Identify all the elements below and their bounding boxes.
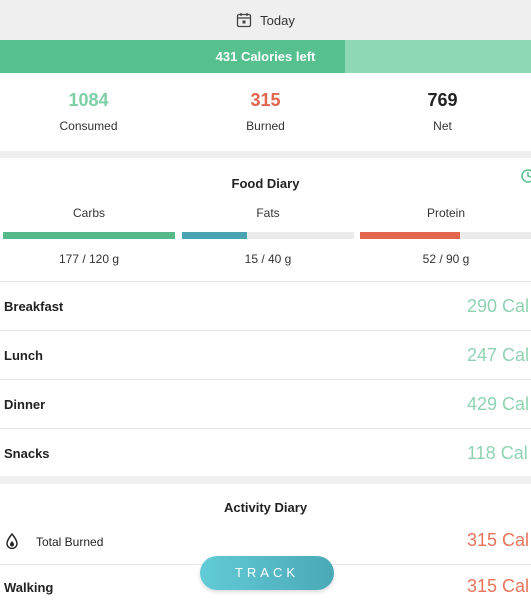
meal-calories: 247 Cal [467, 344, 530, 365]
macro-track [360, 232, 531, 239]
macro-protein: Protein 52 / 90 g [360, 204, 531, 290]
meal-calories: 118 Cal [467, 442, 528, 463]
meal-calories: 290 Cal [467, 295, 530, 316]
flame-icon [6, 533, 18, 549]
macro-amount: 177 / 120 g [58, 252, 120, 266]
refresh-icon[interactable] [520, 168, 531, 184]
meal-name: Dinner [4, 396, 46, 412]
date-label: Today [260, 12, 295, 28]
calories-progress-fill [0, 40, 346, 73]
meal-calories: 429 Cal [467, 393, 530, 414]
macro-name: Fats [256, 206, 280, 220]
activity-diary-title: Activity Diary [223, 500, 308, 515]
macro-track [182, 232, 354, 239]
macro-fill [360, 232, 460, 239]
meal-row-breakfast[interactable]: Breakfast 290 Cal [0, 281, 531, 330]
net-stat: 769 Net [354, 73, 531, 151]
macro-fill [182, 232, 247, 239]
meal-row-lunch[interactable]: Lunch 247 Cal [0, 330, 531, 379]
consumed-value: 1084 [68, 90, 109, 110]
meal-name: Snacks [4, 445, 50, 461]
consumed-label: Consumed [59, 119, 118, 133]
total-burned-label: Total Burned [36, 535, 104, 549]
macro-carbs: Carbs 177 / 120 g [3, 204, 175, 290]
meal-row-dinner[interactable]: Dinner 429 Cal [0, 379, 531, 428]
net-label: Net [433, 119, 452, 133]
macro-amount: 15 / 40 g [244, 252, 292, 266]
total-burned-row: Total Burned 315 Cal [0, 518, 531, 563]
meal-name: Breakfast [4, 298, 64, 314]
activity-calories: 315 Cal [467, 576, 530, 596]
burned-label: Burned [246, 119, 285, 133]
calorie-summary: 1084 Consumed 315 Burned 769 Net [0, 73, 531, 151]
macro-amount: 52 / 90 g [422, 252, 470, 266]
food-diary-section: Food Diary Carbs 177 / 120 g Fats 15 / 4… [0, 158, 531, 476]
consumed-stat: 1084 Consumed [0, 73, 177, 151]
food-diary-title: Food Diary [231, 176, 300, 191]
activity-name: Walking [4, 580, 54, 595]
burned-stat: 315 Burned [177, 73, 354, 151]
calories-progress-bar: 431 Calories left [0, 40, 531, 73]
calendar-icon [236, 13, 252, 28]
macro-name: Protein [426, 206, 466, 220]
date-selector[interactable]: Today [0, 0, 531, 40]
macro-name: Carbs [72, 206, 105, 220]
net-value: 769 [427, 90, 458, 110]
meal-row-snacks[interactable]: Snacks 118 Cal [0, 428, 531, 477]
track-button[interactable]: TRACK [200, 556, 334, 590]
macro-fill [3, 232, 175, 239]
macro-row: Carbs 177 / 120 g Fats 15 / 40 g Protein… [0, 204, 531, 290]
meal-name: Lunch [4, 347, 43, 363]
calories-left-label: 431 Calories left [215, 49, 316, 64]
macro-track [3, 232, 175, 239]
macro-fats: Fats 15 / 40 g [182, 204, 354, 290]
total-burned-calories: 315 Cal [467, 530, 530, 550]
burned-value: 315 [250, 90, 281, 110]
